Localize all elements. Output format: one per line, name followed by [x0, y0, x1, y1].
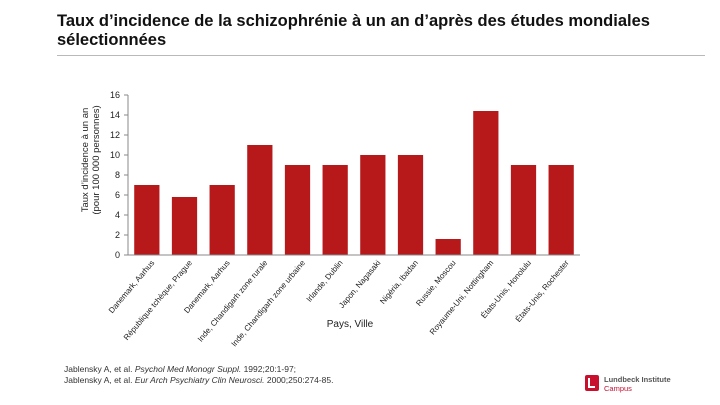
- reference-2: Jablensky A, et al. Eur Arch Psychiatry …: [64, 375, 334, 386]
- x-tick-label: Japon, Nagasaki: [337, 258, 382, 310]
- title-divider: [57, 55, 705, 56]
- lundbeck-logo: Lundbeck Institute Campus: [584, 374, 694, 398]
- bar: [397, 155, 424, 255]
- y-tick-label: 0: [115, 250, 120, 260]
- x-tick-label: Irlande, Dublin: [305, 259, 345, 304]
- bar-chart: Taux d’incidence à un an (pour 100 000 p…: [80, 90, 580, 348]
- y-tick-label: 2: [115, 230, 120, 240]
- bar: [473, 111, 499, 255]
- reference-1-details: 1992;20:1-97;: [243, 364, 297, 374]
- bar: [284, 165, 311, 255]
- bar: [322, 165, 348, 255]
- y-axis-title: Taux d’incidence à un an (pour 100 000 p…: [80, 105, 102, 214]
- reference-2-details: 2000;250:274-85.: [266, 375, 334, 385]
- logo-name: Lundbeck Institute: [604, 375, 671, 384]
- x-tick-label: Inde, Chandigarh zone urbaine: [230, 258, 308, 348]
- y-tick-label: 16: [110, 90, 120, 100]
- bar: [360, 155, 386, 255]
- y-axis-title-line-1: Taux d’incidence à un an: [80, 108, 91, 213]
- bar: [171, 197, 198, 255]
- y-tick-label: 14: [110, 110, 120, 120]
- bar: [435, 239, 461, 255]
- bar: [510, 165, 537, 255]
- reference-2-journal: Eur Arch Psychiatry Clin Neurosci.: [134, 375, 265, 385]
- bar: [247, 145, 273, 255]
- references: Jablensky A, et al. Psychol Med Monogr S…: [64, 364, 334, 386]
- x-axis-title: Pays, Ville: [327, 319, 374, 330]
- x-tick-label: Nigéria, Ibadan: [378, 259, 420, 306]
- x-tick-label: Royaume-Uni, Nottingham: [428, 258, 496, 336]
- reference-1: Jablensky A, et al. Psychol Med Monogr S…: [64, 364, 334, 375]
- x-tick-label: République tchèque, Prague: [122, 258, 194, 342]
- y-tick-label: 10: [110, 150, 120, 160]
- reference-1-authors: Jablensky A, et al.: [64, 364, 133, 374]
- bar: [548, 165, 574, 255]
- y-tick-label: 8: [115, 170, 120, 180]
- y-axis-title-line-2: (pour 100 000 personnes): [91, 105, 102, 214]
- y-tick-label: 4: [115, 210, 120, 220]
- x-tick-label: Inde, Chandigarh zone rurale: [196, 258, 270, 344]
- y-tick-label: 12: [110, 130, 120, 140]
- reference-1-journal: Psychol Med Monogr Suppl.: [134, 364, 242, 374]
- logo-subtitle: Campus: [604, 384, 632, 393]
- page-title: Taux d’incidence de la schizophrénie à u…: [57, 12, 650, 49]
- x-tick-label: Russie, Moscou: [414, 259, 457, 308]
- y-tick-label: 6: [115, 190, 120, 200]
- bar: [209, 185, 235, 255]
- reference-2-authors: Jablensky A, et al.: [64, 375, 133, 385]
- bar: [134, 185, 160, 255]
- lundbeck-logo-icon: [585, 375, 599, 391]
